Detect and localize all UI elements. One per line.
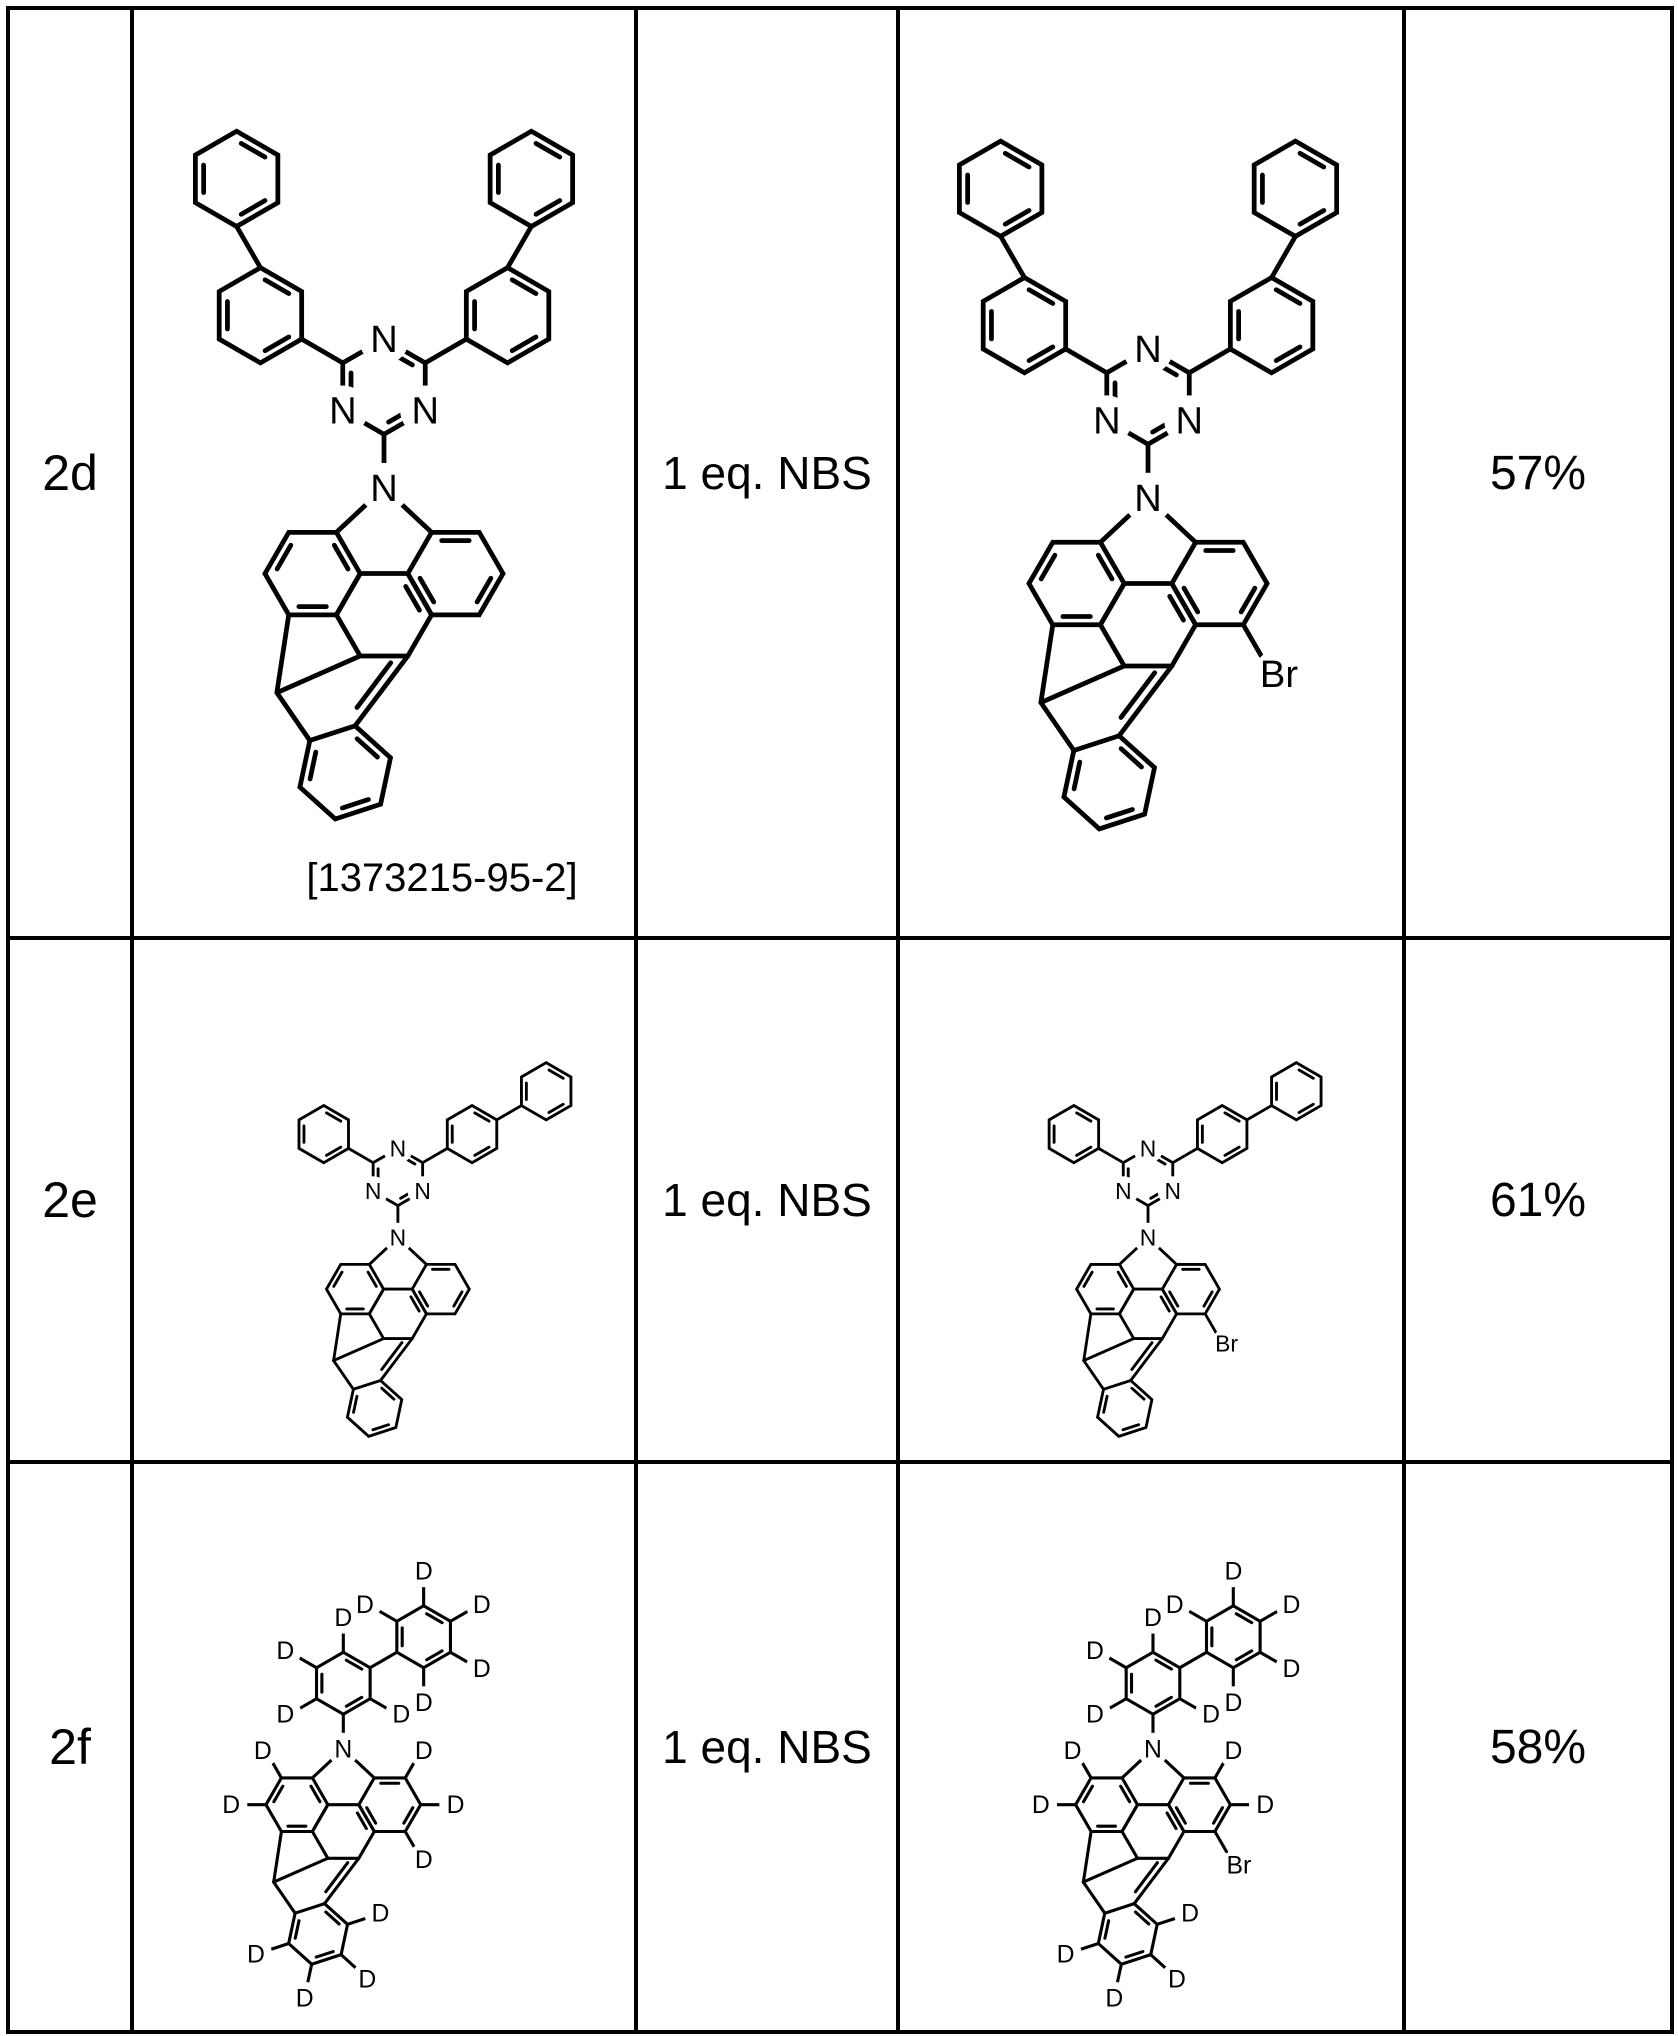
yield-label: 57% [1489,446,1587,500]
svg-text:N: N [411,391,439,433]
svg-text:D: D [254,1738,272,1765]
svg-text:N: N [1140,1225,1157,1251]
svg-text:D: D [276,1638,294,1665]
svg-text:D: D [1105,1986,1123,2013]
reagent-label: 1 eq. NBS [662,447,872,499]
svg-text:N: N [370,319,398,361]
svg-text:D: D [473,1592,491,1619]
structure-drawing-2f-product: N D D D D Br D D D D D D D D D D D D D [900,1464,1402,2030]
product-structure-cell-2e: N N N N Br [900,940,1406,1464]
reagent-cell-2f: 1 eq. NBS [638,1464,900,2030]
svg-text:D: D [1166,1592,1184,1619]
svg-text:N: N [390,1225,407,1251]
yield-label: 61% [1489,1173,1587,1227]
compound-id-cell-2e: 2e [10,940,134,1464]
svg-text:D: D [247,1942,265,1969]
svg-text:D: D [1086,1638,1104,1665]
compound-id-label: 2f [49,1719,91,1775]
compound-id-cell-2d: 2d [10,10,134,940]
svg-text:D: D [334,1605,352,1632]
svg-text:N: N [1164,1178,1181,1204]
svg-text:D: D [1057,1942,1075,1969]
reagent-label: 1 eq. NBS [662,1174,872,1226]
yield-cell-2d: 57% [1406,10,1670,940]
svg-text:D: D [1181,1901,1199,1928]
svg-text:D: D [1225,1738,1243,1765]
compound-id-label: 2d [42,445,98,501]
svg-text:D: D [415,1738,433,1765]
svg-text:N: N [390,1135,407,1161]
svg-text:N: N [1144,1736,1162,1763]
svg-text:N: N [1134,478,1162,520]
svg-text:N: N [1134,329,1162,371]
svg-text:D: D [415,1690,433,1717]
svg-text:D: D [356,1592,374,1619]
svg-text:Br: Br [1215,1330,1238,1356]
svg-text:D: D [415,1559,433,1586]
svg-text:D: D [1144,1605,1162,1632]
svg-text:D: D [447,1792,465,1819]
svg-text:Br: Br [1260,654,1298,696]
svg-text:N: N [365,1178,382,1204]
yield-cell-2f: 58% [1406,1464,1670,2030]
svg-text:N: N [414,1178,431,1204]
yield-cell-2e: 61% [1406,940,1670,1464]
svg-text:N: N [334,1736,352,1763]
svg-text:D: D [1032,1792,1050,1819]
svg-text:D: D [1086,1702,1104,1729]
svg-text:D: D [1256,1792,1274,1819]
structure-drawing-2e-product: N N N N Br [900,940,1402,1460]
svg-text:N: N [1115,1178,1132,1204]
svg-text:D: D [1168,1966,1186,1993]
svg-text:D: D [372,1901,390,1928]
svg-text:D: D [1283,1656,1301,1683]
reagent-cell-2e: 1 eq. NBS [638,940,900,1464]
svg-text:D: D [1283,1592,1301,1619]
svg-text:D: D [222,1792,240,1819]
svg-text:D: D [296,1986,314,2013]
structure-drawing-2d-product: N N N N Br [900,10,1402,936]
product-structure-cell-2d: N N N N Br [900,10,1406,940]
svg-text:D: D [415,1847,433,1874]
svg-text:D: D [276,1702,294,1729]
svg-text:D: D [1202,1702,1220,1729]
cas-number: [1373215-95-2] [306,856,578,900]
reagent-cell-2d: 1 eq. NBS [638,10,900,940]
reagent-label: 1 eq. NBS [662,1721,872,1773]
compound-id-cell-2f: 2f [10,1464,134,2030]
compound-id-label: 2e [42,1172,98,1228]
svg-text:D: D [1225,1559,1243,1586]
svg-text:N: N [370,468,398,510]
svg-text:D: D [358,1966,376,1993]
svg-text:N: N [329,391,357,433]
svg-text:N: N [1140,1135,1157,1161]
svg-text:N: N [1093,401,1121,443]
svg-text:D: D [392,1702,410,1729]
svg-text:N: N [1175,401,1203,443]
svg-text:D: D [1225,1690,1243,1717]
product-structure-cell-2f: N D D D D Br D D D D D D D D D D D D D [900,1464,1406,2030]
svg-text:D: D [473,1656,491,1683]
yield-label: 58% [1489,1720,1587,1774]
svg-text:D: D [1064,1738,1082,1765]
svg-text:Br: Br [1227,1853,1252,1880]
